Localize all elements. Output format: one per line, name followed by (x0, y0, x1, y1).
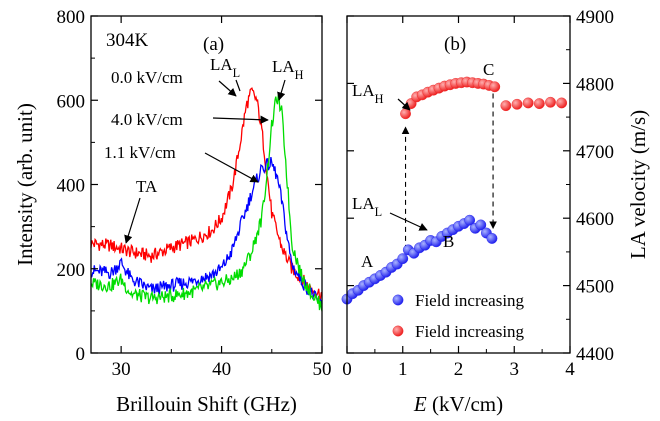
annotation-4kv: 4.0 kV/cm (111, 110, 183, 129)
annotation-b: B (443, 232, 454, 251)
arrow-4kv (212, 115, 269, 124)
y-tick-label: 600 (57, 91, 86, 112)
data-point (533, 98, 545, 110)
data-point (500, 100, 512, 112)
arrow-1kv (204, 152, 259, 183)
y-tick-label: 4400 (576, 344, 614, 365)
data-point (464, 214, 476, 226)
legend-label: Field increasing (415, 322, 525, 341)
y-tick-label: 4500 (576, 277, 614, 298)
x-tick-label: 1 (398, 359, 408, 380)
y-tick-label: 4800 (576, 74, 614, 95)
spectrum-line (90, 87, 323, 302)
legend-label: Field increasing (415, 291, 525, 310)
data-point (489, 81, 501, 93)
y-tick-label: 4700 (576, 142, 614, 163)
panel-a: 30 40 50 0 200 400 600 800 Brillouin Shift (GHz)… (13, 7, 332, 416)
x-tick-label: 50 (313, 359, 332, 380)
spectrum-line (90, 156, 323, 306)
x-tick-label: 2 (454, 359, 464, 380)
x-tick-label: 30 (112, 359, 131, 380)
annotation-1kv: 1.1 kV/cm (104, 143, 176, 162)
data-point (522, 97, 534, 109)
tick-la-l (235, 79, 241, 92)
legend-marker (392, 294, 404, 306)
x-axis-title: Brillouin Shift (GHz) (116, 392, 297, 416)
x-tick-label: 0 (342, 359, 352, 380)
data-point (475, 219, 487, 231)
annotation-la-l: LAL (210, 55, 240, 80)
temperature-label: 304K (106, 30, 149, 51)
y-tick-label: 4900 (576, 7, 614, 28)
annotation-0kv: 0.0 kV/cm (111, 68, 183, 87)
x-axis-title: E (kV/cm) (413, 392, 503, 416)
annotation-la-h: LAH (352, 81, 384, 106)
x-tick-label: 4 (565, 359, 575, 380)
data-point (556, 97, 568, 109)
panel-label-a: (a) (203, 34, 224, 55)
arrow-la-h (277, 79, 286, 101)
annotation-c: C (483, 60, 494, 79)
y-axis-title: LA velocity (m/s) (626, 110, 650, 259)
y-tick-label: 4600 (576, 209, 614, 230)
arrow-la-h (397, 98, 411, 111)
data-point (545, 96, 556, 108)
annotation-a: A (361, 252, 374, 271)
y-axis-title: Intensity (arb. unit) (13, 103, 37, 266)
annotation-la-h: LAH (272, 57, 304, 82)
data-point (400, 108, 411, 120)
panel-label-b: (b) (444, 34, 466, 55)
arrow-ta (124, 197, 141, 244)
y-tick-label: 800 (57, 7, 86, 28)
data-point (397, 253, 409, 265)
y-tick-label: 200 (57, 260, 86, 281)
annotation-ta: TA (136, 177, 158, 196)
y-tick-label: 400 (57, 176, 86, 197)
y-tick-label: 0 (76, 344, 86, 365)
data-point (486, 233, 498, 244)
x-tick-label: 40 (212, 359, 231, 380)
x-tick-label: 3 (510, 359, 520, 380)
data-point (511, 98, 523, 110)
arrow-la-l (389, 212, 428, 231)
spectrum-line (90, 94, 323, 312)
annotation-la-l: LAL (352, 194, 382, 219)
arrow-0kv (218, 80, 237, 97)
legend-marker (392, 325, 404, 337)
